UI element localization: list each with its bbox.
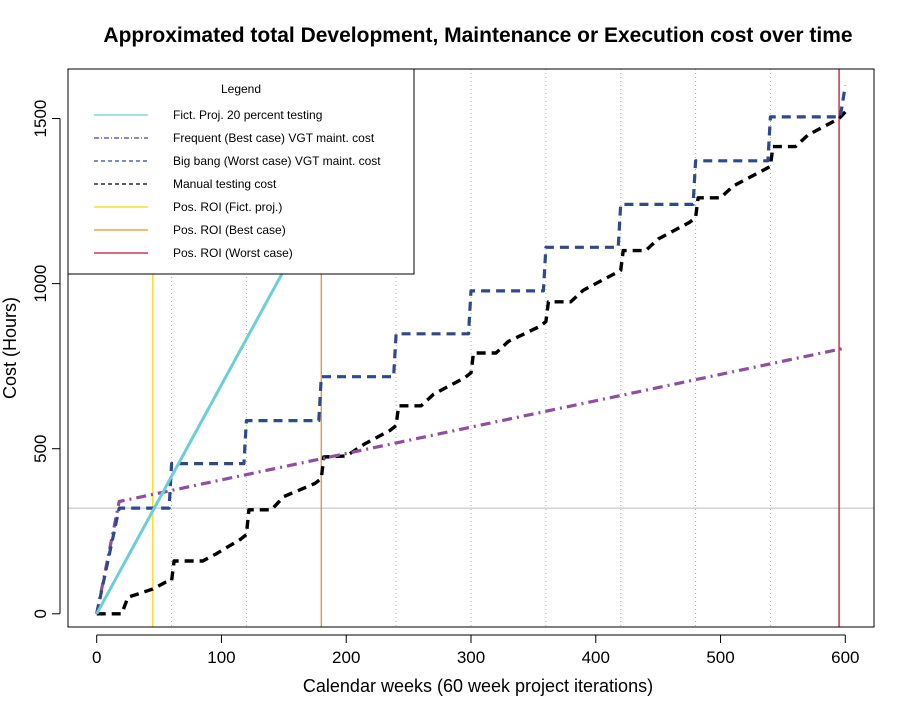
legend-box: [67, 68, 415, 275]
legend: Legend Fict. Proj. 20 percent testing Fre…: [67, 68, 415, 275]
x-tick-label-5: 500: [706, 648, 734, 667]
x-tick-label-4: 400: [582, 648, 610, 667]
series-line-0: [95, 269, 286, 615]
y-tick-label-0: 0: [31, 609, 50, 618]
series-layer: [95, 85, 847, 616]
y-axis-label: Cost (Hours): [0, 297, 20, 399]
series-line-3: [96, 110, 847, 616]
legend-title: Legend: [221, 82, 261, 96]
x-tick-label-0: 0: [92, 648, 101, 667]
x-tick-label-1: 100: [207, 648, 235, 667]
legend-items: Fict. Proj. 20 percent testing Frequent (…: [94, 108, 381, 260]
legend-label-4: Pos. ROI (Fict. proj.): [173, 200, 282, 214]
y-tick-label-2: 1000: [31, 265, 50, 303]
legend-label-5: Pos. ROI (Best case): [173, 223, 286, 237]
legend-label-2: Big bang (Worst case) VGT maint. cost: [173, 154, 381, 168]
x-tick-label-2: 200: [332, 648, 360, 667]
x-axis-label: Calendar weeks (60 week project iteratio…: [303, 676, 653, 696]
x-tick-label-3: 300: [457, 648, 485, 667]
x-tick-label-6: 600: [831, 648, 859, 667]
legend-label-3: Manual testing cost: [173, 177, 277, 191]
chart-title: Approximated total Development, Maintena…: [103, 24, 852, 47]
legend-label-1: Frequent (Best case) VGT maint. cost: [173, 131, 375, 145]
legend-label-6: Pos. ROI (Worst case): [173, 246, 293, 260]
plot-frame: [67, 68, 875, 628]
y-tick-label-1: 500: [31, 435, 50, 463]
legend-label-0: Fict. Proj. 20 percent testing: [173, 108, 322, 122]
axes: 0 100 200 300 400 500 600 0 500 1000 1500: [31, 100, 859, 667]
y-tick-label-3: 1500: [31, 100, 50, 138]
